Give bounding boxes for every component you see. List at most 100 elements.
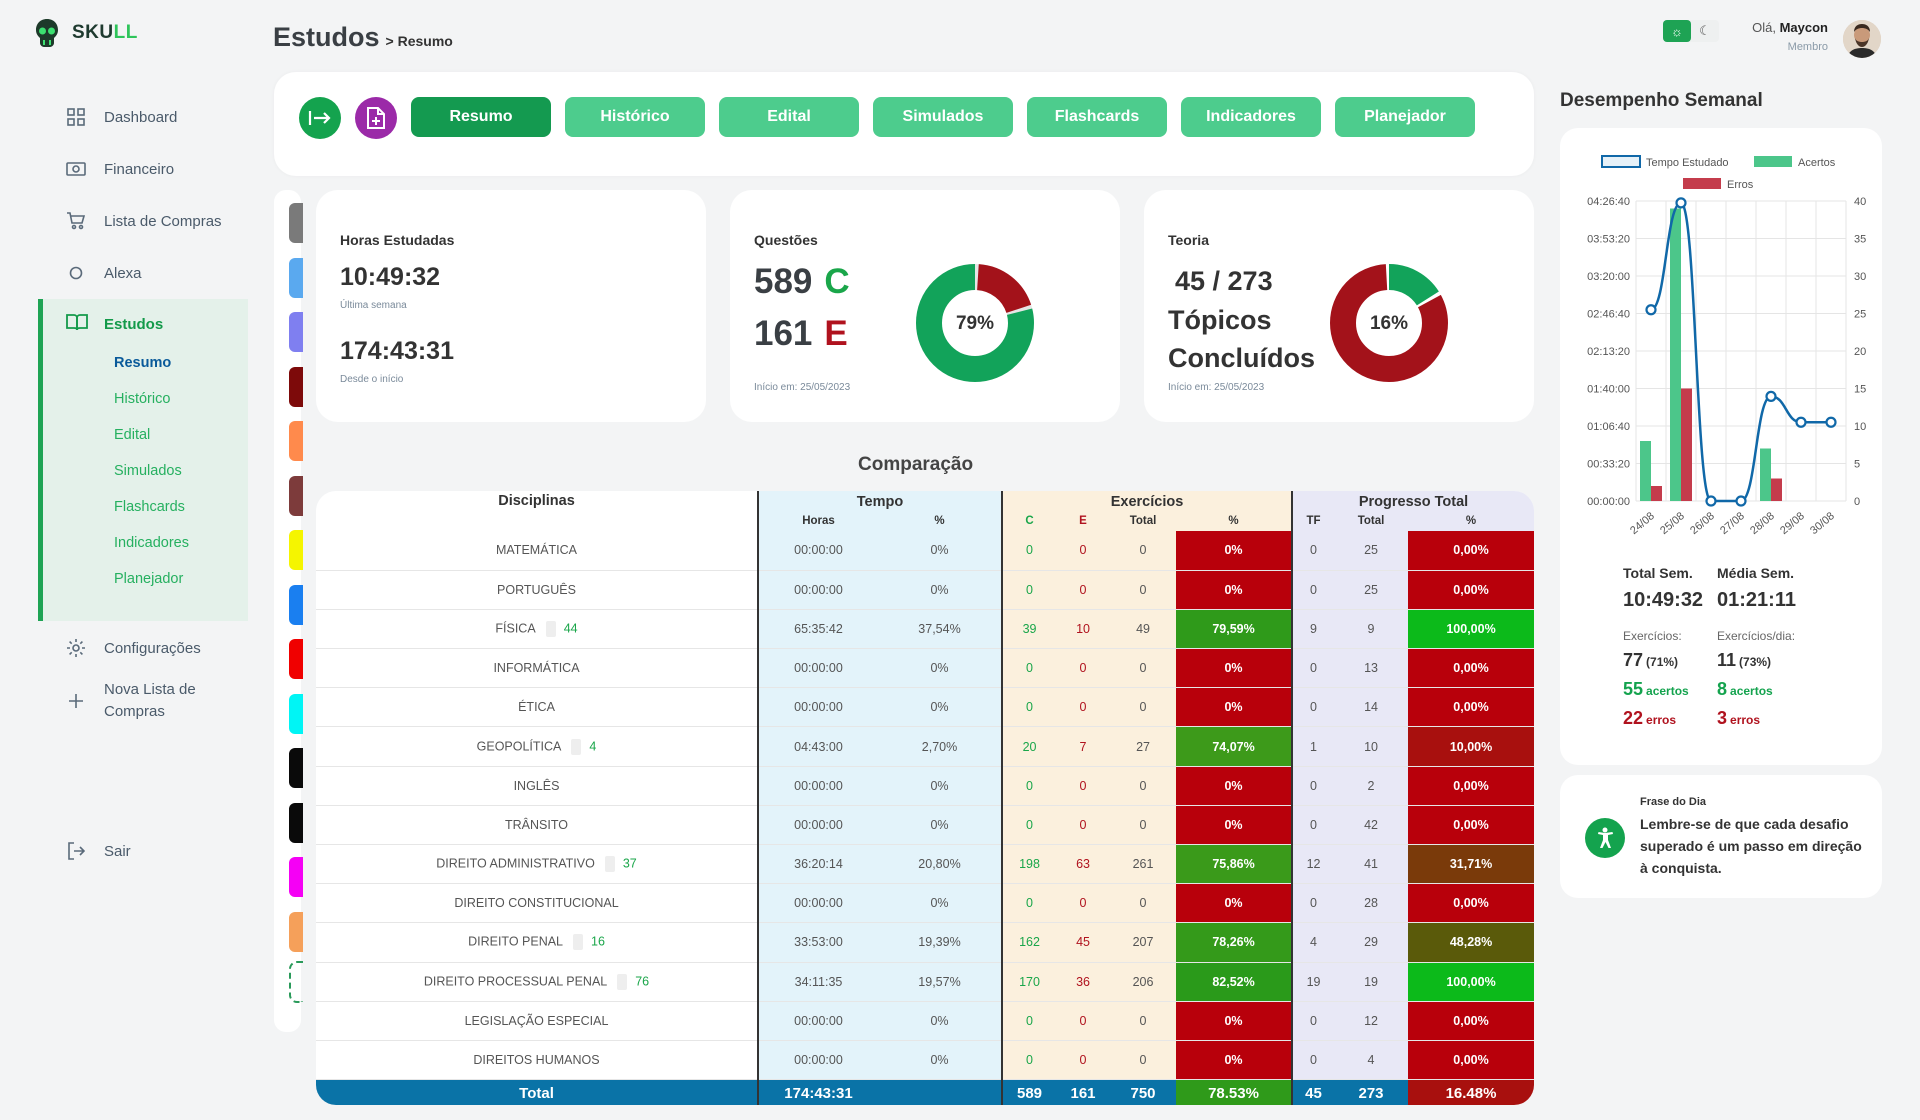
cell-horas: 00:00:00: [757, 1001, 878, 1041]
sidebar-item-alexa[interactable]: Alexa: [66, 263, 142, 283]
color-swatch[interactable]: [289, 366, 303, 407]
avatar[interactable]: [1843, 20, 1881, 58]
color-swatch[interactable]: [289, 748, 303, 788]
cell-tf: 0: [1291, 1001, 1335, 1041]
sun-icon[interactable]: ☼: [1663, 20, 1691, 42]
table-row[interactable]: GEOPOLÍTICA 4 04:43:00 2,70% 20 7 27 74,07% 1 10 1…: [316, 726, 1534, 767]
sidebar-item-dashboard[interactable]: Dashboard: [66, 107, 177, 127]
tab-planejador[interactable]: Planejador: [1335, 97, 1475, 137]
table-row[interactable]: PORTUGUÊS 00:00:00 0% 0 0 0 0% 0 25 0,00%: [316, 570, 1534, 610]
sidebar-item-configuracoes[interactable]: Configurações: [66, 638, 201, 658]
header-ex-total[interactable]: Total: [1110, 511, 1177, 531]
cell-tempo-pct: 0%: [878, 883, 1003, 924]
header-e[interactable]: E: [1056, 511, 1111, 531]
header-tempo-pct[interactable]: %: [878, 511, 1003, 531]
header-tf[interactable]: TF: [1291, 511, 1335, 531]
color-swatch[interactable]: [289, 530, 303, 570]
header-horas[interactable]: Horas: [757, 511, 878, 531]
header-prog-total[interactable]: Total: [1334, 511, 1409, 531]
horas-total-sub: Desde o início: [340, 374, 404, 385]
cell-c: 198: [1001, 844, 1057, 885]
table-row[interactable]: DIREITO ADMINISTRATIVO 37 36:20:14 20,80% 19…: [316, 844, 1534, 885]
questoes-certas: 589 C: [754, 262, 850, 301]
color-swatch[interactable]: [289, 693, 303, 734]
table-row[interactable]: LEGISLAÇÃO ESPECIAL 00:00:00 0% 0 0 0 0% 0 12 0,0…: [316, 1001, 1534, 1041]
cart-icon: [66, 211, 86, 231]
color-swatch[interactable]: [289, 257, 303, 298]
add-swatch[interactable]: [289, 961, 303, 1003]
sidebar-item-estudos[interactable]: Estudos: [66, 313, 163, 335]
sub-item-resumo[interactable]: Resumo: [114, 355, 172, 371]
table-row[interactable]: DIREITO PROCESSUAL PENAL 76 34:11:35 19,57%…: [316, 962, 1534, 1002]
sub-item-flashcards[interactable]: Flashcards: [114, 499, 185, 515]
breadcrumb[interactable]: > Resumo: [385, 33, 453, 49]
sidebar-item-label: Estudos: [104, 315, 164, 333]
color-swatch[interactable]: [289, 584, 303, 625]
sidebar-item-financeiro[interactable]: Financeiro: [66, 159, 174, 179]
cell-c: 0: [1001, 687, 1057, 728]
cell-tempo-pct: 0%: [878, 648, 1003, 689]
cell-tempo-pct: 2,70%: [878, 726, 1003, 767]
sidebar-item-nova-lista[interactable]: Nova Lista de Compras: [66, 679, 214, 723]
media-sem-label: Média Sem.: [1717, 565, 1795, 581]
color-swatch[interactable]: [289, 421, 303, 461]
logo[interactable]: SKULL: [34, 18, 138, 48]
table-row[interactable]: DIREITOS HUMANOS 00:00:00 0% 0 0 0 0% 0 4 0,00%: [316, 1040, 1534, 1081]
color-swatch[interactable]: [289, 857, 303, 897]
cell-prog-pct: 0,00%: [1408, 766, 1534, 806]
sub-item-simulados[interactable]: Simulados: [114, 463, 182, 479]
start-session-button[interactable]: [299, 97, 341, 139]
cell-prog-pct: 100,00%: [1408, 609, 1534, 650]
cell-c: 0: [1001, 648, 1057, 689]
header-prog-pct[interactable]: %: [1408, 511, 1534, 531]
y-right-tick: 20: [1854, 346, 1866, 358]
cell-e: 0: [1056, 883, 1111, 924]
tab-indicadores[interactable]: Indicadores: [1181, 97, 1321, 137]
sidebar-item-sair[interactable]: Sair: [66, 841, 131, 861]
table-row[interactable]: FÍSICA 44 65:35:42 37,54% 39 10 49 79,59% 9 9 100,…: [316, 609, 1534, 650]
table-row[interactable]: DIREITO PENAL 16 33:53:00 19,39% 162 45 207 78,…: [316, 922, 1534, 963]
cell-prog-pct: 0,00%: [1408, 687, 1534, 728]
table-row[interactable]: TRÂNSITO 00:00:00 0% 0 0 0 0% 0 42 0,00%: [316, 805, 1534, 846]
tab-resumo[interactable]: Resumo: [411, 97, 551, 137]
moon-icon[interactable]: ☾: [1699, 23, 1711, 38]
tab-historico[interactable]: Histórico: [565, 97, 705, 137]
sub-item-historico[interactable]: Histórico: [114, 391, 171, 407]
header-c[interactable]: C: [1001, 511, 1057, 531]
color-swatch[interactable]: [289, 802, 303, 843]
table-row[interactable]: DIREITO CONSTITUCIONAL 00:00:00 0% 0 0 0 0% 0 28…: [316, 883, 1534, 924]
color-swatch[interactable]: [289, 312, 303, 352]
table-row[interactable]: INFORMÁTICA 00:00:00 0% 0 0 0 0% 0 13 0,00%: [316, 648, 1534, 689]
sidebar-item-lista-compras[interactable]: Lista de Compras: [66, 211, 222, 231]
sub-item-indicadores[interactable]: Indicadores: [114, 535, 189, 551]
enter-arrow-icon: [308, 111, 331, 125]
color-swatch[interactable]: [289, 475, 303, 516]
table-row[interactable]: INGLÊS 00:00:00 0% 0 0 0 0% 0 2 0,00%: [316, 766, 1534, 806]
horas-semana: 10:49:32: [340, 263, 441, 291]
teoria-donut: 16%: [1330, 264, 1448, 382]
table-row[interactable]: MATEMÁTICA 00:00:00 0% 0 0 0 0% 0 25 0,00%: [316, 531, 1534, 571]
header-disciplinas[interactable]: Disciplinas: [498, 493, 575, 509]
add-record-button[interactable]: [355, 97, 397, 139]
user-info[interactable]: Olá, Maycon Membro: [1752, 20, 1828, 53]
cell-ex-pct: 82,52%: [1176, 962, 1293, 1002]
tab-flashcards[interactable]: Flashcards: [1027, 97, 1167, 137]
money-icon: [66, 159, 86, 179]
color-swatch[interactable]: [289, 203, 303, 243]
table-row[interactable]: ÉTICA 00:00:00 0% 0 0 0 0% 0 14 0,00%: [316, 687, 1534, 728]
sub-item-planejador[interactable]: Planejador: [114, 571, 184, 587]
color-swatch[interactable]: [289, 639, 303, 679]
tab-simulados[interactable]: Simulados: [873, 97, 1013, 137]
color-swatch[interactable]: [289, 911, 303, 952]
y-left-tick: 04:26:40: [1587, 196, 1630, 208]
frase-text: Lembre-se de que cada desafio superado é…: [1640, 816, 1862, 876]
cell-ex-total: 0: [1110, 1001, 1177, 1041]
sidebar-item-label: Alexa: [104, 264, 142, 282]
y-right-tick: 0: [1854, 496, 1860, 508]
exercicios-dia-value: 11 (73%): [1717, 650, 1772, 670]
header-ex-pct[interactable]: %: [1176, 511, 1293, 531]
x-tick: 29/08: [1778, 510, 1807, 537]
tab-edital[interactable]: Edital: [719, 97, 859, 137]
theme-toggle[interactable]: ☼ ☾: [1663, 20, 1719, 42]
sub-item-edital[interactable]: Edital: [114, 427, 151, 443]
